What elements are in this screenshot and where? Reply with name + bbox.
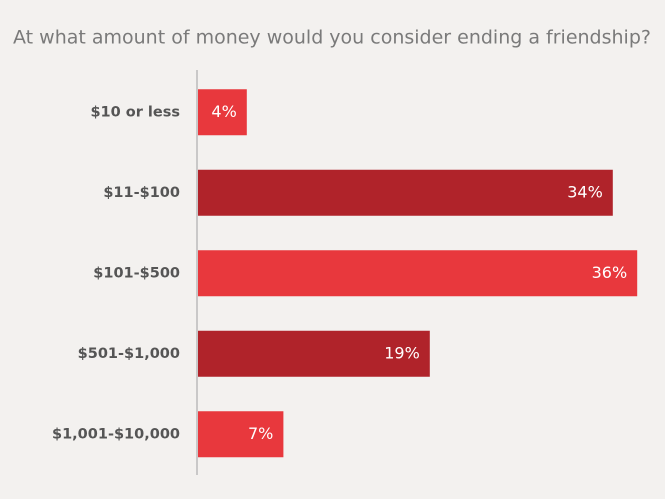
bar: [198, 250, 638, 297]
value-label: 4%: [211, 102, 236, 121]
bar: [198, 89, 247, 136]
category-label: $11-$100: [103, 185, 180, 201]
category-label: $1,001-$10,000: [52, 426, 180, 442]
value-label: 34%: [567, 182, 603, 201]
value-label: 19%: [384, 343, 420, 362]
bar: [198, 169, 613, 216]
value-label: 7%: [248, 424, 273, 443]
value-label: 36%: [592, 263, 628, 282]
category-label: $101-$500: [93, 265, 180, 281]
bar: [198, 411, 284, 458]
category-label: $501-$1,000: [78, 346, 180, 362]
bar: [198, 330, 430, 377]
chart-title: At what amount of money would you consid…: [13, 27, 651, 49]
category-label: $10 or less: [90, 104, 180, 120]
